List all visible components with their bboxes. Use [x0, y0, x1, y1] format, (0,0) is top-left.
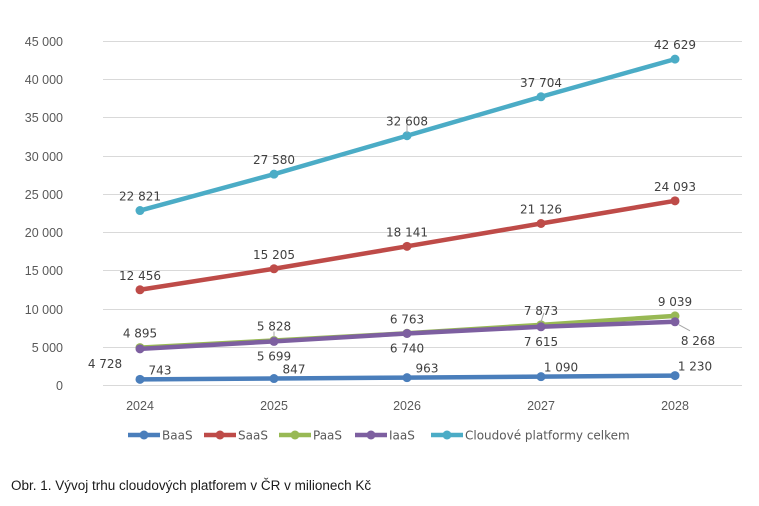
y-tick-label: 35 000	[25, 111, 63, 125]
data-label: 24 093	[654, 180, 696, 194]
x-tick-label: 2026	[393, 399, 421, 413]
data-label: 32 608	[386, 115, 428, 129]
data-label: 9 039	[658, 295, 692, 309]
x-tick-label: 2028	[661, 399, 689, 413]
data-point	[402, 328, 412, 338]
data-point	[536, 322, 546, 332]
data-point	[536, 372, 546, 382]
x-tick-label: 2024	[126, 399, 154, 413]
x-tick-label: 2027	[527, 399, 555, 413]
data-point	[536, 92, 546, 102]
data-label: 37 704	[520, 76, 562, 90]
data-point	[135, 285, 145, 295]
legend-item-paas: PaaS	[279, 429, 342, 443]
legend-item-cloudové-platformy-celkem: Cloudové platformy celkem	[431, 429, 630, 443]
data-label: 4 728	[88, 357, 122, 371]
data-label: 1 230	[678, 360, 712, 374]
data-point	[670, 317, 680, 327]
legend-marker-icon	[139, 430, 149, 440]
leader-line	[678, 324, 691, 332]
data-label: 15 205	[253, 248, 295, 262]
legend: BaaS SaaS PaaS IaaS Cloudové platformy celke…	[128, 429, 630, 443]
data-label: 963	[416, 362, 439, 376]
legend-marker-icon	[442, 430, 452, 440]
legend-marker-icon	[290, 430, 300, 440]
legend-marker-icon	[215, 430, 225, 440]
x-axis: 2024 2025 2026 2027 2028	[126, 399, 689, 413]
data-label: 1 090	[544, 361, 578, 375]
data-label: 12 456	[119, 269, 161, 283]
legend-item-iaas: IaaS	[355, 429, 415, 443]
legend-label: BaaS	[162, 429, 193, 443]
data-point	[402, 373, 412, 383]
y-tick-label: 0	[56, 379, 63, 393]
y-tick-label: 10 000	[25, 303, 63, 317]
data-label: 4 895	[123, 327, 157, 341]
data-point	[135, 344, 145, 354]
y-tick-label: 5 000	[32, 341, 63, 355]
data-point	[670, 196, 680, 206]
legend-marker-icon	[366, 430, 376, 440]
data-label: 7 873	[524, 304, 558, 318]
data-point	[269, 336, 279, 346]
y-tick-label: 15 000	[25, 264, 63, 278]
y-tick-label: 30 000	[25, 150, 63, 164]
data-point	[670, 371, 680, 381]
data-point	[402, 241, 412, 251]
data-point	[135, 206, 145, 216]
data-point	[269, 169, 279, 179]
figure-caption: Obr. 1. Vývoj trhu cloudových platforem …	[11, 478, 372, 493]
y-tick-label: 25 000	[25, 188, 63, 202]
data-label: 7 615	[524, 335, 558, 349]
data-label: 6 740	[390, 341, 424, 355]
gridlines	[103, 41, 742, 386]
y-tick-label: 45 000	[25, 35, 63, 49]
data-point	[536, 219, 546, 229]
data-label: 27 580	[253, 153, 295, 167]
leader-line	[540, 312, 545, 322]
series-lines	[135, 54, 680, 384]
y-tick-label: 40 000	[25, 73, 63, 87]
legend-label: PaaS	[313, 429, 342, 443]
legend-item-saas: SaaS	[204, 429, 268, 443]
line-chart: 0 5 000 10 000 15 000 20 000 25 000 30 000 35 0…	[25, 35, 742, 443]
data-point	[269, 374, 279, 384]
data-label: 5 699	[257, 349, 291, 363]
data-label: 8 268	[681, 334, 715, 348]
legend-item-baas: BaaS	[128, 429, 193, 443]
y-tick-label: 20 000	[25, 226, 63, 240]
x-tick-label: 2025	[260, 399, 288, 413]
data-label: 743	[149, 363, 172, 377]
data-label: 6 763	[390, 312, 424, 326]
legend-label: IaaS	[389, 429, 415, 443]
data-point	[269, 264, 279, 274]
data-label: 847	[283, 363, 306, 377]
legend-label: SaaS	[238, 429, 268, 443]
data-point	[402, 131, 412, 141]
data-label: 21 126	[520, 203, 562, 217]
data-labels: 743 847 963 1 090 1 230 12 456 15 205 18 141 21 …	[88, 38, 715, 377]
data-label: 42 629	[654, 38, 696, 52]
data-point	[670, 54, 680, 64]
data-label: 5 828	[257, 319, 291, 333]
legend-label: Cloudové platformy celkem	[465, 429, 630, 443]
data-label: 18 141	[386, 225, 428, 239]
data-point	[135, 374, 145, 384]
y-axis: 0 5 000 10 000 15 000 20 000 25 000 30 000 35 0…	[25, 35, 63, 393]
data-label: 22 821	[119, 190, 161, 204]
